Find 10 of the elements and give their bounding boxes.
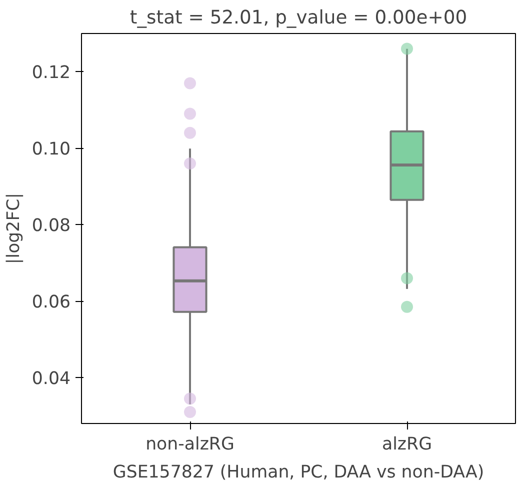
y-tick-label: 0.10 (32, 140, 71, 160)
y-tick-label: 0.12 (32, 63, 71, 84)
chart-title: t_stat = 52.01, p_value = 0.00e+00 (130, 8, 468, 28)
y-tick-label: 0.04 (32, 369, 71, 390)
x-tick-label: non-alzRG (146, 434, 234, 454)
y-tick-label: 0.06 (32, 292, 71, 313)
x-axis-title: GSE157827 (Human, PC, DAA vs non-DAA) (112, 462, 484, 482)
y-tick-label: 0.08 (32, 216, 71, 236)
y-axis-title: |log2FC| (4, 192, 24, 264)
x-tick-label: alzRG (382, 434, 432, 454)
